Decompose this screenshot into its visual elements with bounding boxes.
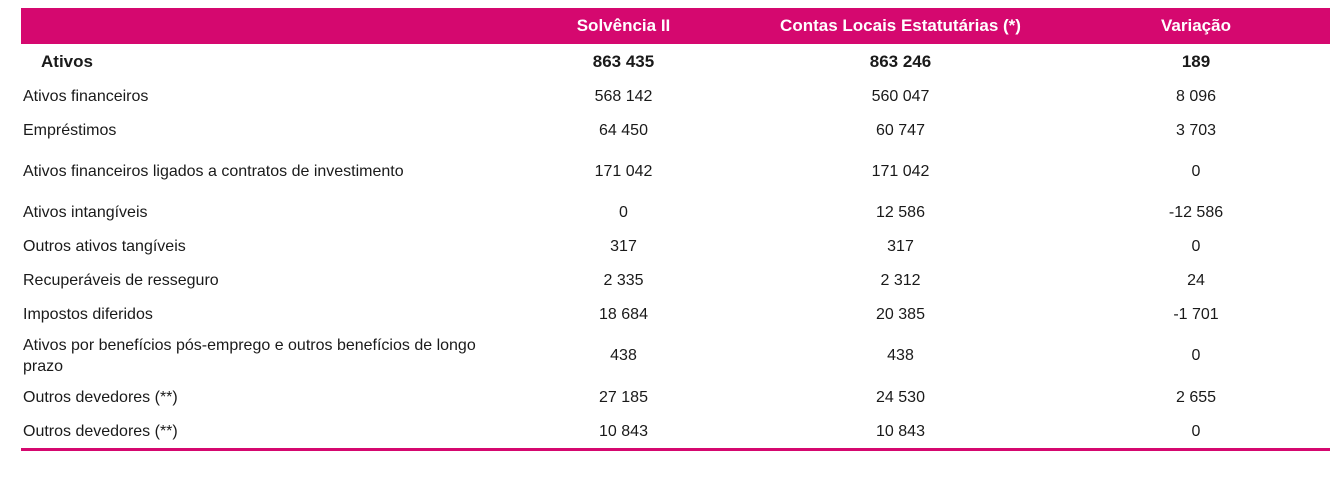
- cell-solvencia: 64 450: [599, 121, 648, 139]
- table-row-total: Ativos 863 435 863 246 189: [21, 44, 1330, 79]
- cell-solvencia: 2 335: [603, 271, 644, 289]
- row-label: Ativos por benefícios pós-emprego e outr…: [23, 336, 476, 375]
- row-label: Outros devedores (**): [21, 414, 508, 451]
- cell-solvencia: 568 142: [594, 87, 653, 105]
- cell-solvencia: 0: [619, 203, 628, 221]
- cell-variacao: 189: [1181, 52, 1211, 71]
- row-label: Empréstimos: [23, 121, 117, 139]
- table-row: Impostos diferidos 18 684 20 385 -1 701: [21, 297, 1330, 331]
- cell-contas: 60 747: [876, 121, 925, 139]
- table-row: Ativos financeiros ligados a contratos d…: [21, 147, 1330, 195]
- header-empty-cell: [21, 8, 508, 44]
- table-header: Solvência II Contas Locais Estatutárias …: [21, 8, 1330, 44]
- table-row: Ativos por benefícios pós-emprego e outr…: [21, 331, 1330, 380]
- table-row: Outros devedores (**) 10 843 10 843 0: [21, 414, 1330, 451]
- cell-variacao: 8 096: [1175, 87, 1217, 105]
- cell-contas: 863 246: [869, 52, 932, 71]
- cell-contas: 10 843: [739, 414, 1062, 451]
- cell-variacao: 0: [1191, 237, 1201, 255]
- row-label: Ativos financeiros ligados a contratos d…: [23, 162, 404, 180]
- cell-variacao: 2 655: [1175, 388, 1217, 406]
- table-body: Ativos 863 435 863 246 189 Ativos financ…: [21, 44, 1330, 451]
- cell-solvencia: 10 843: [508, 414, 739, 451]
- row-label: Impostos diferidos: [23, 305, 153, 323]
- cell-contas: 171 042: [871, 162, 930, 180]
- cell-contas: 438: [887, 347, 914, 364]
- cell-variacao: -12 586: [1168, 203, 1224, 221]
- cell-solvencia: 438: [610, 347, 637, 364]
- table-row: Ativos intangíveis 0 12 586 -12 586: [21, 195, 1330, 229]
- table-row: Ativos financeiros 568 142 560 047 8 096: [21, 79, 1330, 113]
- cell-solvencia: 18 684: [599, 305, 648, 323]
- cell-variacao: 3 703: [1175, 121, 1217, 139]
- header-contas-locais: Contas Locais Estatutárias (*): [780, 16, 1021, 35]
- cell-variacao: 0: [1191, 347, 1201, 364]
- cell-contas: 20 385: [876, 305, 925, 323]
- cell-variacao: 0: [1062, 414, 1330, 451]
- row-label: Outros devedores (**): [23, 388, 178, 406]
- table-row: Empréstimos 64 450 60 747 3 703: [21, 113, 1330, 147]
- cell-contas: 560 047: [871, 87, 930, 105]
- cell-solvencia: 317: [610, 237, 637, 255]
- cell-solvencia: 171 042: [594, 162, 653, 180]
- row-label: Ativos: [41, 52, 93, 71]
- cell-solvencia: 863 435: [592, 52, 655, 71]
- cell-contas: 24 530: [876, 388, 925, 406]
- row-label: Recuperáveis de resseguro: [23, 271, 219, 289]
- table-row: Outros devedores (**) 27 185 24 530 2 65…: [21, 380, 1330, 414]
- cell-contas: 2 312: [880, 271, 921, 289]
- balance-table: Solvência II Contas Locais Estatutárias …: [21, 8, 1330, 451]
- cell-solvencia: 27 185: [599, 388, 648, 406]
- cell-variacao: 24: [1187, 271, 1205, 289]
- table-row: Outros ativos tangíveis 317 317 0: [21, 229, 1330, 263]
- row-label: Ativos intangíveis: [23, 203, 148, 221]
- cell-variacao: -1 701: [1173, 305, 1219, 323]
- cell-contas: 317: [887, 237, 914, 255]
- row-label: Ativos financeiros: [23, 87, 149, 105]
- header-solvencia: Solvência II: [576, 16, 671, 35]
- header-row: Solvência II Contas Locais Estatutárias …: [21, 8, 1330, 44]
- row-label: Outros ativos tangíveis: [23, 237, 186, 255]
- table-row: Recuperáveis de resseguro 2 335 2 312 24: [21, 263, 1330, 297]
- header-variacao: Variação: [1161, 16, 1231, 35]
- cell-contas: 12 586: [876, 203, 925, 221]
- cell-variacao: 0: [1191, 162, 1201, 180]
